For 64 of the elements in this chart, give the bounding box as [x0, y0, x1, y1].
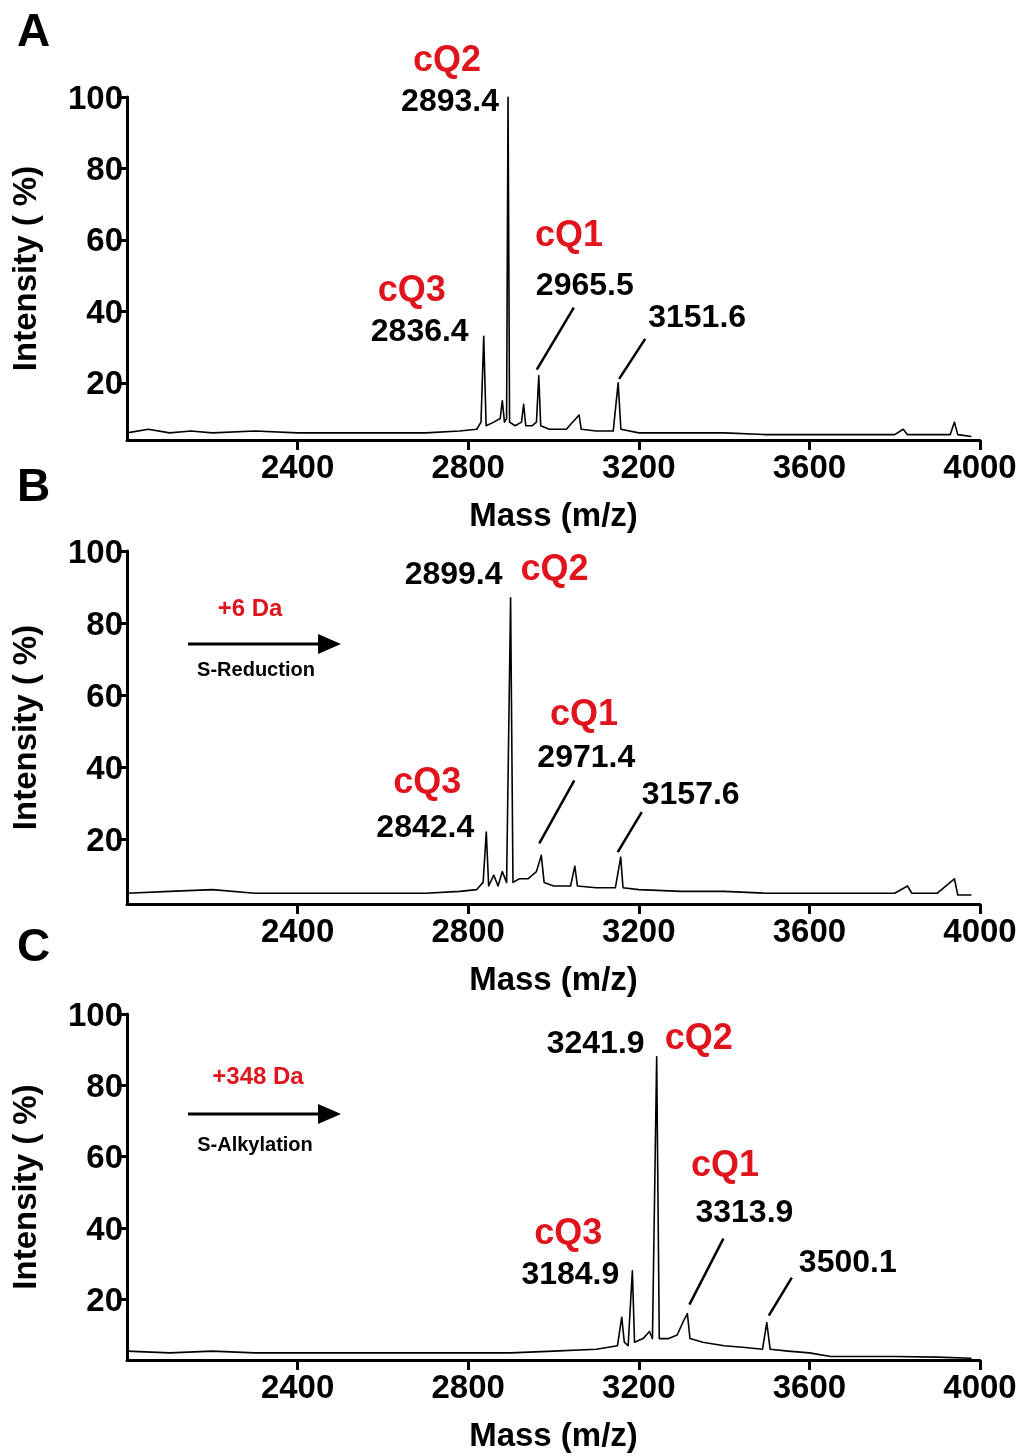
chart-title: B [17, 459, 51, 511]
x-tick-label: 4000 [943, 1368, 1017, 1405]
annotation: cQ3 [377, 267, 446, 309]
annotation: 3313.9 [695, 1192, 794, 1229]
x-tick-label: 3600 [772, 1368, 847, 1405]
x-tick-label: 2800 [431, 1368, 505, 1405]
annotation: cQ2 [664, 1016, 733, 1058]
annotation: cQ1 [534, 212, 604, 254]
annotation: cQ1 [549, 691, 619, 733]
y-axis-title: Intensity ( %) [6, 624, 43, 831]
annotation: S-Alkylation [197, 1133, 313, 1155]
chart-title: C [17, 919, 51, 971]
annotation: 2899.4 [404, 554, 503, 591]
x-tick-label: 3200 [602, 448, 676, 485]
annotation: S-Reduction [197, 658, 315, 680]
x-tick-label: 2400 [260, 1368, 335, 1405]
y-tick-label: 20 [86, 1280, 123, 1318]
x-tick-label: 3600 [772, 912, 847, 949]
x-tick-label: 4000 [943, 448, 1017, 485]
annotation: 3184.9 [521, 1254, 620, 1291]
annotation: 2893.4 [401, 82, 500, 118]
y-tick-label: 60 [86, 676, 123, 714]
y-axis-title: Intensity ( %) [6, 165, 43, 372]
annotation: 2971.4 [537, 738, 636, 775]
annotation: 3151.6 [648, 297, 747, 334]
y-tick-label: 60 [86, 221, 123, 259]
annotation: 3500.1 [798, 1242, 897, 1279]
annotation: cQ3 [393, 760, 462, 802]
annotation: 3241.9 [546, 1023, 645, 1060]
annotation: cQ2 [520, 547, 589, 589]
y-tick-label: 80 [86, 1066, 123, 1104]
y-tick-label: 100 [67, 995, 123, 1033]
x-tick-label: 2400 [260, 912, 335, 949]
annotation: +348 Da [212, 1061, 305, 1089]
y-tick-label: 80 [86, 604, 123, 642]
y-tick-label: 100 [67, 78, 123, 116]
x-tick-label: 3200 [602, 1368, 676, 1405]
x-tick-label: 2800 [431, 448, 505, 485]
annotation: cQ2 [413, 37, 482, 79]
y-tick-label: 20 [86, 364, 123, 402]
y-tick-label: 100 [67, 532, 123, 570]
y-tick-label: 80 [86, 149, 123, 187]
y-tick-label: 40 [86, 748, 123, 786]
annotation: 2836.4 [370, 312, 469, 349]
y-tick-label: 20 [86, 820, 123, 858]
chart-title: A [17, 4, 51, 56]
x-tick-label: 2800 [431, 912, 505, 949]
y-axis-title: Intensity ( %) [6, 1084, 43, 1290]
x-axis-title: Mass (m/z) [469, 496, 638, 533]
annotation: 2965.5 [535, 265, 634, 302]
annotation: cQ3 [534, 1211, 603, 1253]
y-tick-label: 40 [86, 292, 123, 330]
x-axis-title: Mass (m/z) [469, 960, 638, 997]
x-tick-label: 2400 [260, 448, 335, 485]
y-tick-label: 40 [86, 1209, 123, 1247]
x-tick-label: 4000 [943, 912, 1017, 949]
x-axis-title: Mass (m/z) [469, 1416, 638, 1453]
annotation: 3157.6 [641, 775, 740, 812]
annotation: 2842.4 [376, 807, 475, 844]
annotation: +6 Da [217, 593, 283, 621]
x-tick-label: 3600 [772, 448, 847, 485]
x-tick-label: 3200 [602, 912, 676, 949]
y-tick-label: 60 [86, 1138, 123, 1176]
annotation: cQ1 [690, 1142, 760, 1184]
